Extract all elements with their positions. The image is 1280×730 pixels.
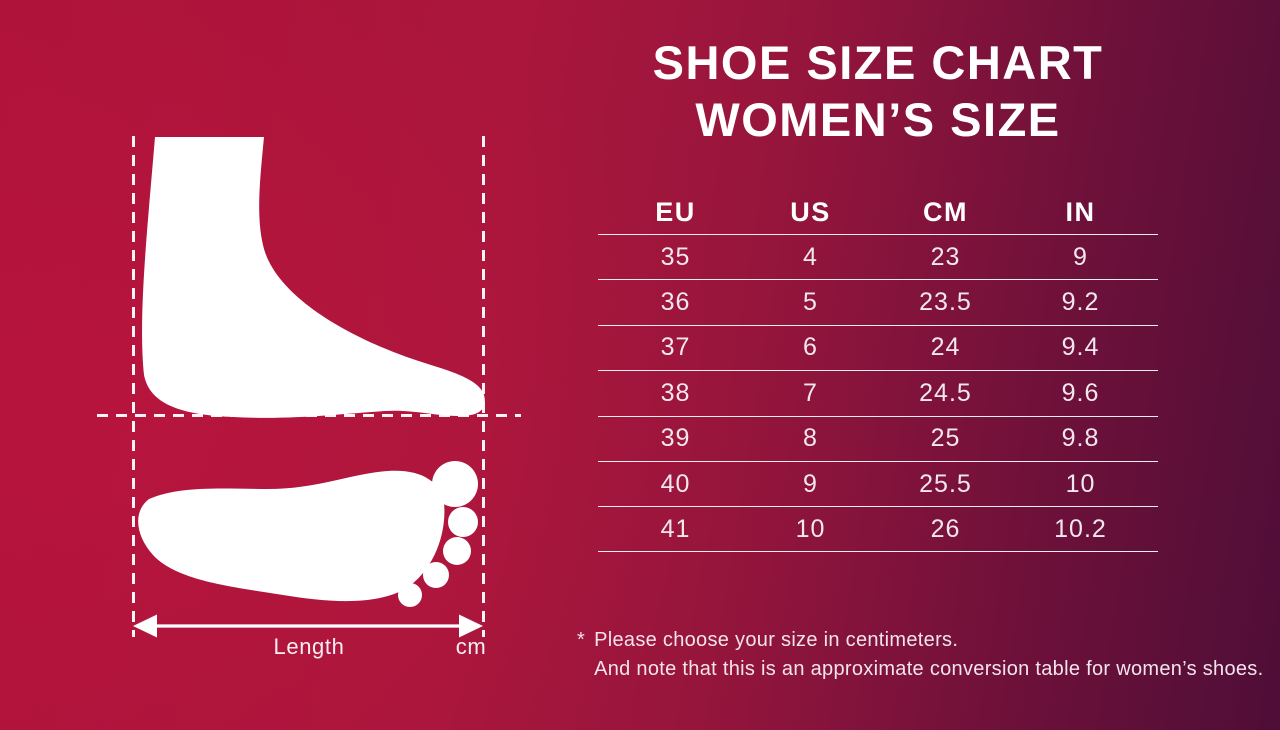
cell-us: 4 [803, 242, 818, 271]
cell-cm: 23.5 [919, 288, 972, 317]
cell-cm: 23 [930, 242, 961, 271]
page-title: SHOE SIZE CHART WOMEN’S SIZE [588, 34, 1168, 148]
size-table-header-row: EU US CM IN [598, 190, 1158, 234]
cell-in: 9.4 [1061, 333, 1100, 362]
table-row: 36 5 23.5 9.2 [598, 279, 1158, 324]
cell-cm: 24.5 [919, 378, 972, 407]
footnote-line-2: And note that this is an approximate con… [594, 658, 1264, 680]
table-row: 39 8 25 9.8 [598, 415, 1158, 461]
cell-eu: 41 [660, 514, 691, 543]
cell-us: 6 [803, 333, 818, 362]
cell-eu: 36 [660, 288, 691, 317]
length-label: Length [273, 634, 345, 659]
cell-cm: 25 [930, 424, 961, 453]
header-cm: CM [923, 196, 968, 227]
cell-us: 9 [803, 469, 818, 498]
header-in: IN [1065, 196, 1096, 227]
cell-cm: 25.5 [919, 469, 972, 498]
cell-in: 10 [1065, 469, 1096, 498]
cell-eu: 35 [660, 242, 691, 271]
cell-cm: 24 [930, 333, 961, 362]
foot-side-icon [142, 137, 485, 418]
cell-cm: 26 [930, 514, 961, 543]
cell-in: 9.8 [1061, 424, 1100, 453]
cell-eu: 39 [660, 424, 691, 453]
table-row: 35 4 23 9 [598, 234, 1158, 279]
cell-eu: 38 [660, 378, 691, 407]
cell-us: 8 [803, 424, 818, 453]
unit-label: cm [455, 634, 487, 659]
footnote-text: Please choose your size in centimeters. … [594, 626, 1263, 684]
cell-in: 9.6 [1061, 378, 1100, 407]
header-us: US [790, 196, 831, 227]
footnote: * Please choose your size in centimeters… [577, 626, 1263, 684]
size-table: EU US CM IN 35 4 23 9 36 5 23.5 9.2 37 6… [598, 190, 1158, 552]
footprint-icon [138, 461, 478, 607]
length-arrow-icon [133, 614, 483, 638]
foot-measurement-diagram [97, 136, 521, 638]
footnote-line-1: Please choose your size in centimeters. [594, 629, 959, 651]
cell-in: 9.2 [1061, 288, 1100, 317]
table-row: 40 9 25.5 10 [598, 460, 1158, 506]
table-row: 41 10 26 10.2 [598, 506, 1158, 552]
cell-eu: 37 [660, 333, 691, 362]
title-line-2: WOMEN’S SIZE [695, 93, 1061, 146]
footnote-asterisk: * [577, 629, 586, 651]
cell-us: 7 [803, 378, 818, 407]
cell-in: 9 [1073, 242, 1088, 271]
cell-us: 5 [803, 288, 818, 317]
cell-eu: 40 [660, 469, 691, 498]
table-row: 37 6 24 9.4 [598, 324, 1158, 370]
table-row: 38 7 24.5 9.6 [598, 370, 1158, 415]
cell-us: 10 [795, 514, 826, 543]
title-line-1: SHOE SIZE CHART [652, 36, 1104, 89]
header-eu: EU [655, 196, 696, 227]
cell-in: 10.2 [1054, 514, 1107, 543]
